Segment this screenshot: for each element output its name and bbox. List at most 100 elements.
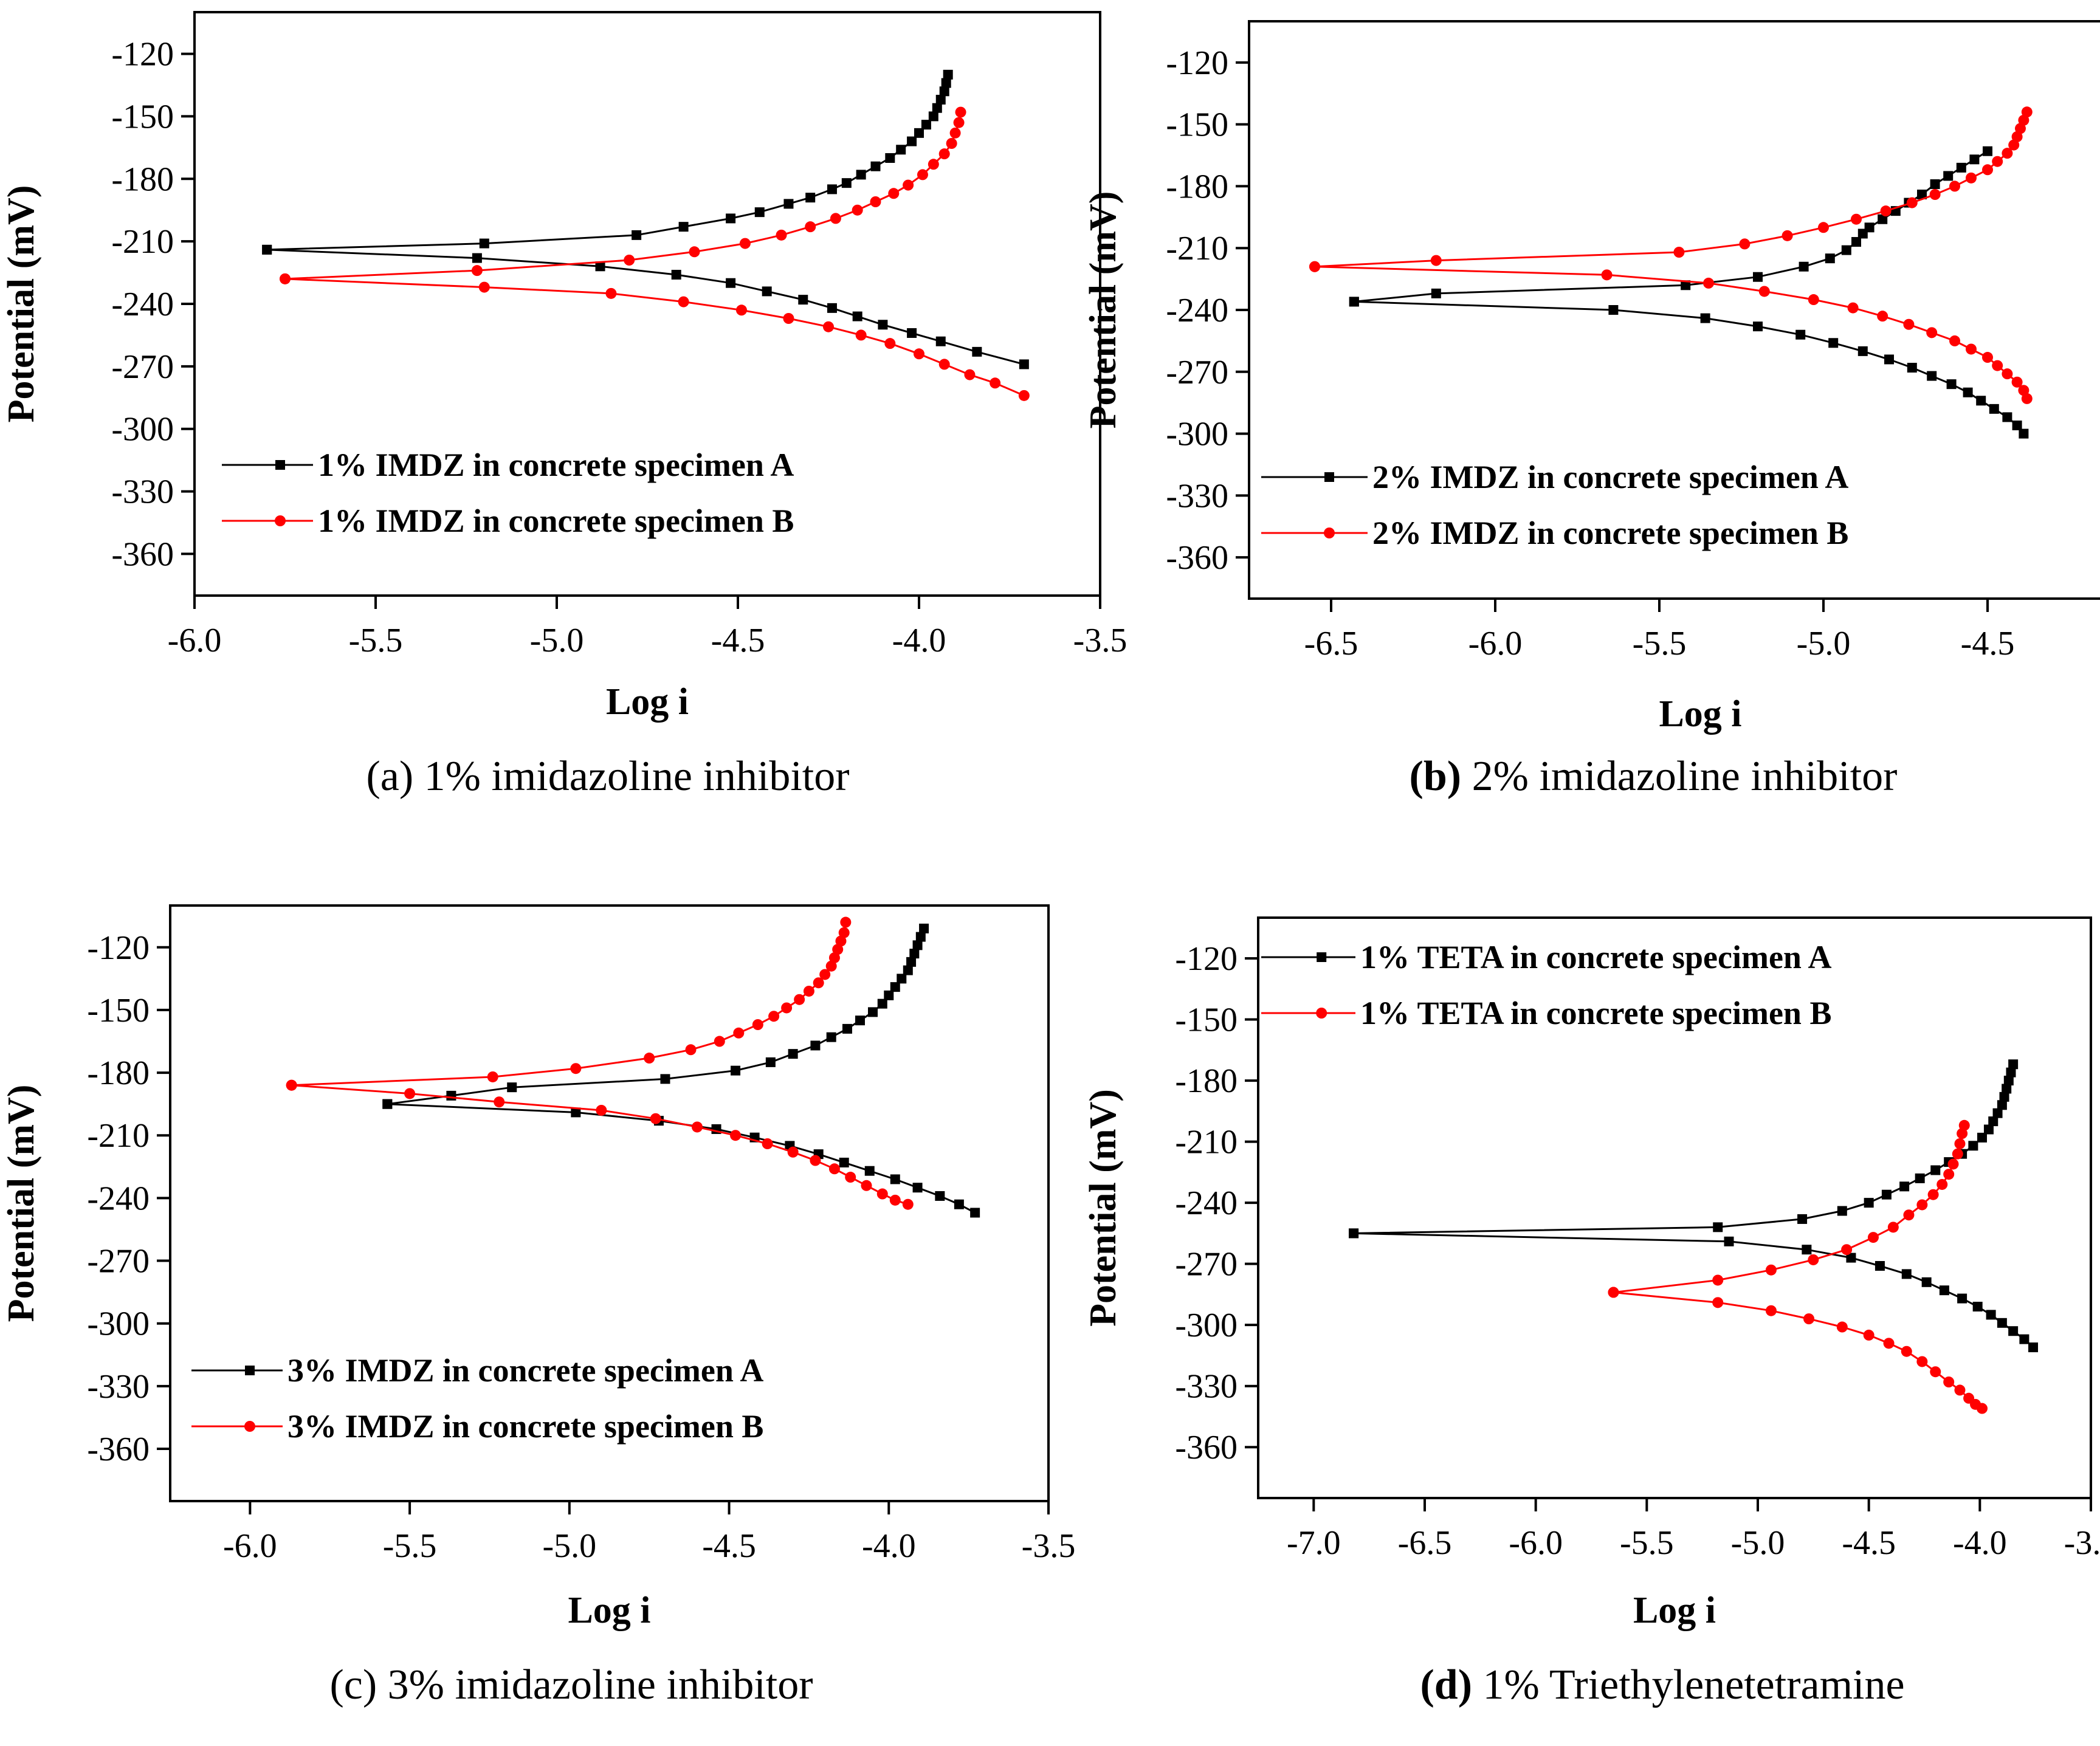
data-point: [1901, 1269, 1912, 1279]
legend-entry: 2% IMDZ in concrete specimen A: [1261, 459, 1848, 495]
data-point: [955, 106, 966, 118]
data-point: [1969, 154, 1980, 165]
data-point: [1986, 1310, 1996, 1320]
data-point: [1601, 269, 1613, 281]
x-tick-label: -5.0: [542, 1527, 596, 1565]
data-point: [1851, 213, 1862, 225]
x-tick-label: -5.0: [1731, 1524, 1785, 1562]
data-point: [1782, 230, 1793, 241]
plot-frame: [1257, 916, 2092, 1499]
data-point: [917, 169, 928, 180]
x-tick-label: -4.5: [1842, 1524, 1896, 1562]
plot-frame: [169, 904, 1050, 1502]
data-point: [2006, 1067, 2016, 1078]
data-point: [1713, 1222, 1723, 1232]
data-point: [1958, 1119, 1970, 1131]
data-point: [1837, 1206, 1847, 1216]
data-point: [1936, 1178, 1948, 1190]
data-point: [819, 969, 831, 980]
data-point: [1957, 1293, 1967, 1304]
data-point: [1983, 146, 1992, 156]
caption-letter: (c): [329, 1662, 377, 1708]
data-point: [776, 229, 787, 241]
caption-letter: (b): [1410, 753, 1462, 800]
data-point: [1903, 1209, 1915, 1221]
series-a: [262, 69, 1029, 369]
data-point: [1349, 297, 1359, 307]
data-point: [1972, 1302, 1983, 1312]
panel-d: -7.0 -6.5 -6.0 -5.5 -5.0 -4.5 -4.0 -3.5 -120 -150…: [1083, 916, 2100, 1708]
legend-entry: 2% IMDZ in concrete specimen B: [1261, 515, 1848, 551]
data-point: [1878, 214, 1888, 224]
legend-marker: [275, 460, 285, 470]
data-point: [570, 1063, 582, 1074]
data-point: [841, 178, 852, 188]
data-point: [660, 1074, 670, 1084]
y-tick-label: -180: [87, 1054, 150, 1092]
legend-entry: 1% IMDZ in concrete specimen B: [222, 503, 794, 539]
data-point: [507, 1082, 517, 1093]
series-line-cathodic: [1354, 1232, 2034, 1349]
data-point: [1864, 222, 1875, 233]
panel-a: -6.0 -5.5 -5.0 -4.5 -4.0 -3.5 -120 -150 -180 -210…: [1, 11, 1127, 800]
panel-caption: (a) 1% imidazoline inhibitor: [366, 753, 849, 800]
data-point: [1739, 238, 1751, 250]
series-a: [1349, 146, 2029, 439]
data-point: [897, 974, 907, 984]
data-point: [262, 244, 272, 255]
data-point: [909, 949, 920, 959]
data-point: [935, 95, 946, 105]
data-point: [1992, 360, 2003, 371]
caption-text: 1% imidazoline inhibitor: [413, 753, 849, 800]
data-point: [943, 69, 953, 80]
data-point: [1983, 1124, 1994, 1135]
data-point: [2015, 123, 2026, 134]
data-point: [1921, 1277, 1932, 1287]
data-point: [1703, 277, 1714, 289]
data-point: [1430, 255, 1442, 266]
data-point: [730, 1130, 742, 1141]
data-point: [877, 998, 887, 1009]
y-axis-title: Potential (mV): [1083, 191, 1124, 429]
legend-label: 1% IMDZ in concrete specimen A: [318, 447, 794, 483]
y-tick-label: -330: [87, 1368, 150, 1406]
data-point: [1992, 1108, 2003, 1118]
data-point: [845, 1172, 856, 1183]
data-point: [1988, 1116, 1998, 1127]
data-point: [825, 960, 837, 972]
data-point: [915, 932, 926, 942]
data-point: [928, 111, 938, 122]
data-point: [2019, 428, 2029, 439]
data-point: [912, 940, 923, 950]
series-b: [1309, 106, 2033, 404]
legend-entry: 1% IMDZ in concrete specimen A: [222, 447, 794, 483]
legend-label: 2% IMDZ in concrete specimen B: [1372, 515, 1848, 551]
data-point: [624, 255, 635, 266]
data-point: [1927, 371, 1937, 381]
data-point: [1956, 162, 1966, 173]
data-point: [1906, 197, 1918, 208]
data-point: [1818, 222, 1829, 233]
data-point: [596, 1104, 607, 1116]
y-tick-label: -210: [111, 223, 174, 261]
data-point: [2002, 1084, 2012, 1094]
data-point: [783, 313, 794, 324]
data-point: [1977, 1132, 1987, 1143]
panel-caption: (b) 2% imidazoline inhibitor: [1410, 753, 1898, 800]
data-point: [1797, 1214, 1808, 1224]
data-point: [487, 1071, 498, 1082]
caption-text: 2% imidazoline inhibitor: [1461, 753, 1897, 800]
data-point: [1795, 329, 1806, 340]
data-point: [861, 1180, 872, 1191]
data-point: [907, 328, 917, 338]
data-point: [1765, 1264, 1777, 1276]
data-point: [2002, 148, 2013, 159]
y-tick-label: -120: [1166, 44, 1228, 82]
data-point: [1808, 1254, 1819, 1265]
data-point: [1989, 404, 1999, 414]
legend-label: 3% IMDZ in concrete specimen B: [287, 1408, 763, 1445]
data-point: [928, 159, 939, 170]
data-point: [827, 303, 837, 313]
data-point: [1857, 346, 1868, 356]
data-point: [479, 238, 489, 249]
